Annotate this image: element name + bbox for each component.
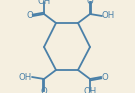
Text: O: O — [87, 0, 93, 7]
Text: O: O — [101, 73, 108, 81]
Text: OH: OH — [19, 73, 32, 81]
Text: OH: OH — [37, 0, 51, 7]
Text: OH: OH — [83, 86, 97, 93]
Text: OH: OH — [102, 12, 115, 20]
Text: O: O — [41, 86, 47, 93]
Text: O: O — [26, 12, 33, 20]
